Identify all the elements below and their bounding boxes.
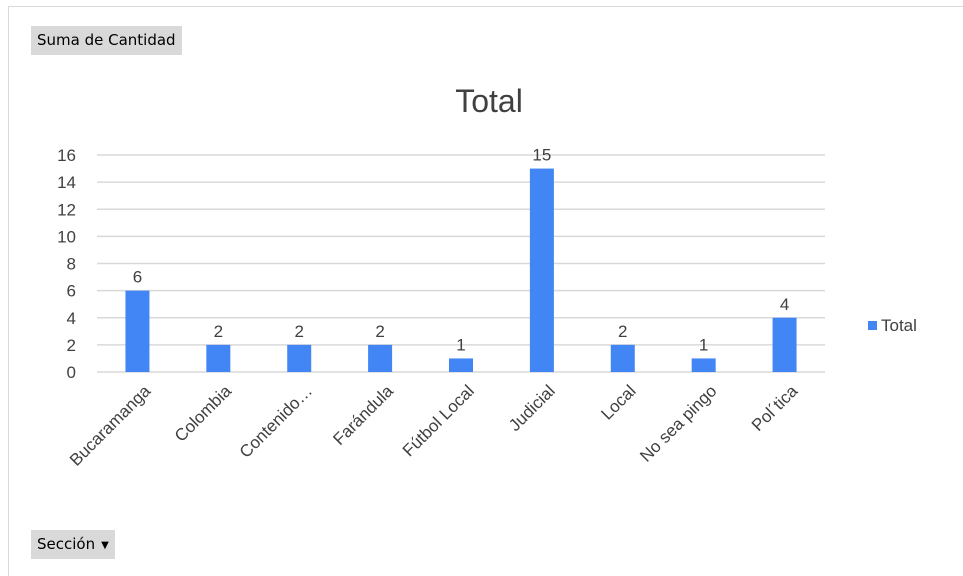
bar[interactable]: [772, 317, 797, 372]
data-label: 2: [618, 322, 627, 341]
y-tick-label: 0: [67, 363, 76, 382]
y-tick-label: 16: [57, 146, 76, 165]
y-tick-label: 14: [57, 173, 76, 192]
data-label: 1: [456, 335, 465, 354]
value-field-button[interactable]: Suma de Cantidad: [31, 26, 182, 55]
y-tick-label: 4: [67, 309, 76, 328]
y-tick-label: 10: [57, 227, 76, 246]
x-tick-label: Farándula: [329, 381, 397, 449]
data-label: 6: [133, 268, 142, 287]
x-tick-label: Bucaramanga: [66, 381, 155, 470]
axis-field-label: Sección: [37, 535, 96, 553]
value-field-label: Suma de Cantidad: [37, 31, 176, 49]
data-labels: 6 2 2 2 1 15 2 1 4: [133, 146, 790, 355]
x-tick-label: Pol´tica: [748, 381, 802, 435]
bar[interactable]: [529, 168, 554, 372]
bar[interactable]: [368, 344, 393, 372]
x-axis-ticks: Bucaramanga Colombia Contenido… Farándula Fú…: [66, 381, 802, 470]
data-label: 4: [780, 295, 789, 314]
bar[interactable]: [691, 358, 716, 372]
y-axis-ticks: 0 2 4 6 8 10 12 14 16: [57, 146, 76, 382]
x-tick-label: Judicial: [505, 381, 559, 435]
dropdown-arrow-icon[interactable]: ▼: [101, 540, 109, 551]
legend-swatch: [868, 321, 877, 330]
bar[interactable]: [206, 344, 231, 372]
bar[interactable]: [449, 358, 473, 372]
chart-border-top: [8, 6, 963, 7]
x-tick-label: Local: [597, 381, 639, 423]
x-tick-label: No sea pingo: [636, 381, 720, 465]
chart-border-left: [8, 6, 9, 576]
bar[interactable]: [125, 290, 150, 372]
x-tick-label: Fútbol Local: [399, 381, 478, 460]
data-label: 2: [375, 322, 384, 341]
y-tick-label: 6: [67, 282, 76, 301]
y-tick-label: 2: [67, 336, 76, 355]
chart-title: Total: [455, 83, 523, 119]
data-label: 15: [532, 146, 551, 165]
data-label: 2: [214, 322, 223, 341]
y-tick-label: 12: [57, 200, 76, 219]
y-tick-label: 8: [67, 255, 76, 274]
data-label: 2: [294, 322, 303, 341]
bar-series: [125, 168, 797, 372]
legend-label: Total: [881, 316, 917, 335]
x-tick-label: Colombia: [171, 381, 236, 446]
bar[interactable]: [610, 344, 635, 372]
data-label: 1: [699, 335, 708, 354]
axis-field-button[interactable]: Sección ▼: [31, 530, 115, 559]
x-tick-label: Contenido…: [236, 381, 316, 461]
legend: Total: [868, 316, 917, 335]
bar[interactable]: [287, 344, 312, 372]
